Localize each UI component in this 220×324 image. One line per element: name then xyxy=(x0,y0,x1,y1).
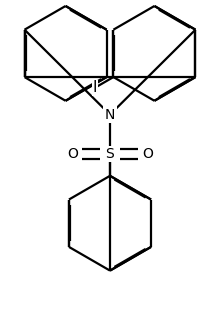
Text: N: N xyxy=(105,108,115,122)
Text: S: S xyxy=(106,147,114,161)
Text: I: I xyxy=(92,80,97,96)
Text: O: O xyxy=(67,147,78,161)
Text: O: O xyxy=(142,147,153,161)
Text: N: N xyxy=(105,108,115,122)
